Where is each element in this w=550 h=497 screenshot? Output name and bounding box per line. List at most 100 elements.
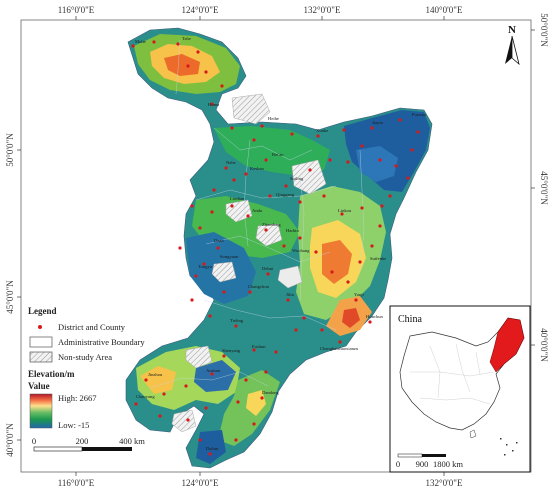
place-label: Wuchang [292,248,310,253]
right-tick-50: 50°0'0"N [539,13,549,47]
south-china-sea-islands [500,438,518,456]
inset-title: China [398,314,422,325]
place-labels: Mohe Tahe Huma Heihe Xunke Jiayin Fuyuan… [135,36,426,451]
district-dot [388,194,392,198]
district-dot [284,184,288,188]
legend-item-district: District and County [58,322,126,332]
scale-label-0: 0 [32,436,36,446]
white-box-icon [29,336,53,348]
elevation-gradient-bar [29,393,53,429]
admin-boundaries [149,39,365,389]
district-dot [346,280,350,284]
district-dot [232,178,236,182]
place-label: Dehui [262,266,274,271]
red-dot-icon [38,325,42,329]
district-dot [368,320,372,324]
scale-bar: 0 200 400 km [32,436,145,452]
district-dot [354,298,358,302]
place-label: Anda [252,208,262,213]
northeast-china-highlight [489,317,525,373]
left-tick-40: 40°0'0"N [5,423,15,457]
low-label: Low: -15 [58,420,89,430]
district-dot [266,272,270,276]
place-label: Changbaishaoxianzu [320,346,359,351]
district-dot [378,158,382,162]
district-dot [370,126,374,130]
top-tick-132: 132°0'0"E [304,5,341,15]
district-dot [244,378,248,382]
district-dot [406,176,410,180]
district-dot [340,212,344,216]
bottom-tick-116: 116°0'0"E [58,478,95,488]
district-dot [196,50,200,54]
legend-item-nonstudy: Non-study Area [58,352,112,362]
district-dot [230,126,234,130]
district-dot [210,102,214,106]
district-dot [236,400,240,404]
bottom-tick-132: 132°0'0"E [426,478,463,488]
district-dot [246,214,250,218]
place-label: Huma [208,102,219,107]
place-label: Shenyang [222,348,241,353]
place-label: Tongyu [198,264,213,269]
inset-map: China 0 900 1800 km [389,305,531,473]
district-dot [330,270,334,274]
place-label: Bei'an [272,152,284,157]
place-label: Tieling [230,318,244,323]
district-dot [286,298,290,302]
district-dot [360,206,364,210]
district-dot [210,210,214,214]
district-dot [186,418,190,422]
district-dot [220,84,224,88]
place-label: Xunke [316,128,328,133]
place-label: Yanji [354,292,364,297]
place-label: Suifenhe [370,256,386,261]
district-dot [410,148,414,152]
place-label: Changchun [248,284,270,289]
district-dot [316,134,320,138]
district-dot [308,168,312,172]
bottom-tick-124: 124°0'0"E [182,478,219,488]
district-dot [210,372,214,376]
district-dot [416,130,420,134]
place-label: Linkou [338,208,352,213]
place-label: Dalian [206,446,219,451]
place-label: Zhaodong [262,222,281,227]
place-label: Nehe [226,160,236,165]
district-dot [370,244,374,248]
district-dot [294,328,298,332]
place-label: Jilin [286,292,295,297]
district-dot [216,246,220,250]
district-dot [230,204,234,208]
place-label: Keshan [250,166,264,171]
left-tick-45: 45°0'0"N [5,280,15,314]
scale-label-400: 400 km [119,436,145,446]
elevation-title: Elevation/m [28,369,75,379]
place-label: Fuyuan [412,112,426,117]
district-dot [398,118,402,122]
district-dot [178,246,182,250]
place-label: Chaoyang [136,394,155,399]
district-dot [212,188,216,192]
place-label: Tahe [182,36,191,41]
liaodong-highlands [136,346,240,410]
district-dot [378,224,382,228]
place-label: Songyuan [220,254,239,259]
district-dot [222,290,226,294]
high-label: High: 2667 [58,393,97,403]
district-dot [380,204,384,208]
district-dot [224,166,228,170]
place-label: Heihe [268,116,279,121]
district-dot [260,396,264,400]
district-dot [222,354,226,358]
district-dot [162,392,166,396]
district-dot [248,290,252,294]
district-dot [260,124,264,128]
top-tick-140: 140°0'0"E [426,5,463,15]
district-dot [342,128,346,132]
district-dot [360,144,364,148]
place-label: Lindian [230,196,245,201]
district-dot [358,260,362,264]
inset-province-lines [410,343,495,405]
